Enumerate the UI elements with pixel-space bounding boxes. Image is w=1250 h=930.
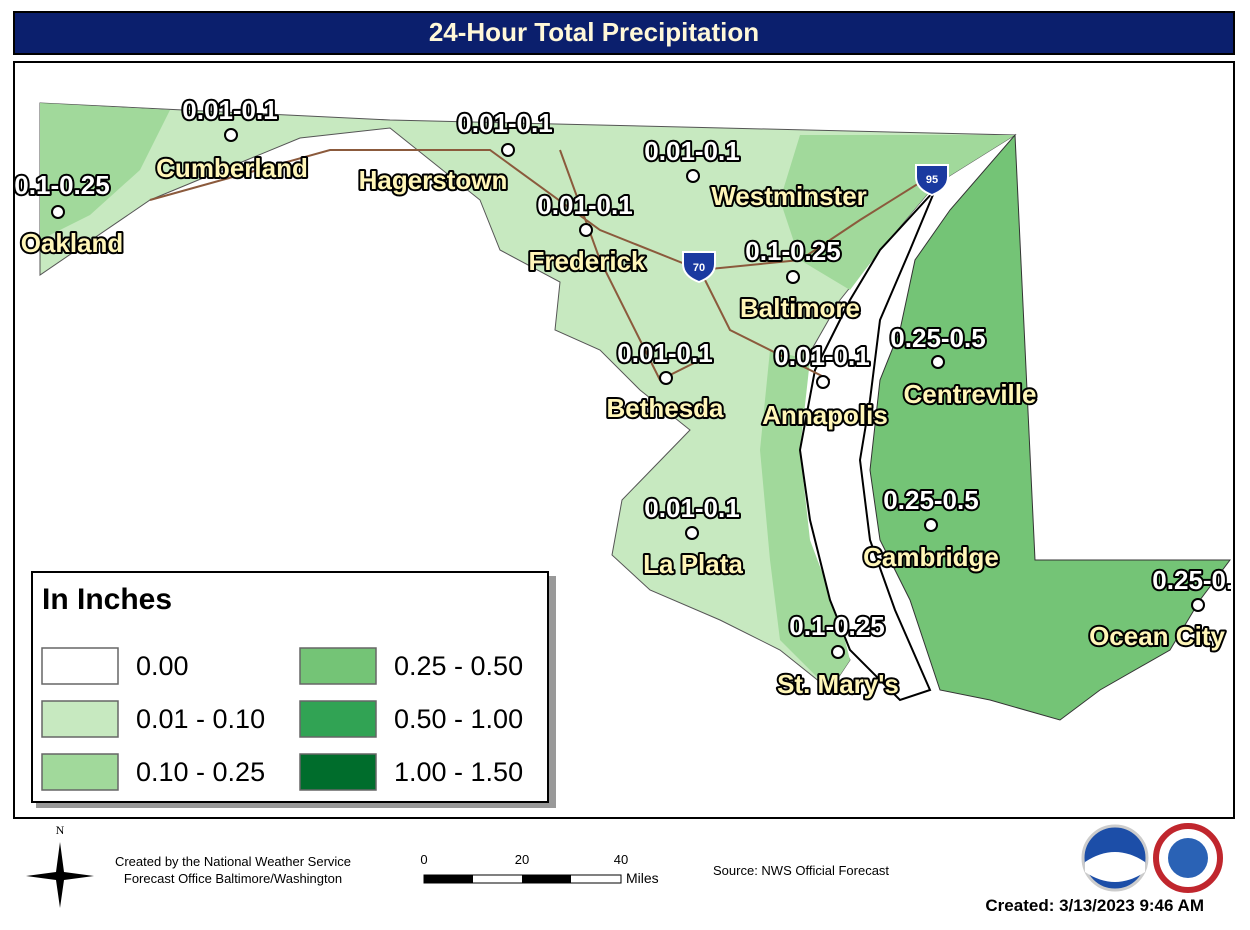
- scale-label: 40: [614, 852, 628, 867]
- title: 24-Hour Total Precipitation: [429, 17, 759, 47]
- source: Source: NWS Official Forecast: [713, 863, 889, 878]
- legend-swatch: [41, 647, 119, 685]
- scale-label: 0: [420, 852, 427, 867]
- precip-range: 0.01-0.1: [182, 95, 277, 125]
- roads: [149, 149, 941, 382]
- legend-title: In Inches: [42, 583, 172, 616]
- city-name: Cambridge: [863, 542, 999, 572]
- precip-range: 0.25-0.5: [1152, 565, 1247, 595]
- title-bar: [13, 11, 1235, 55]
- legend-swatch: [41, 700, 119, 738]
- city-name: La Plata: [643, 549, 743, 579]
- precip-range: 0.01-0.1: [457, 108, 552, 138]
- precip-range: 0.01-0.1: [774, 341, 869, 371]
- city-dot: [51, 205, 65, 219]
- scale-unit: Miles: [626, 870, 659, 886]
- eastern-shore: [869, 133, 1231, 721]
- city-dot: [224, 128, 238, 142]
- legend-label: 0.50 - 1.00: [394, 704, 523, 734]
- map: 95 70 0.01-0.1 Cumberland 0.1-0.25 Oakland 0…: [14, 93, 1247, 721]
- credit-line: Created by the National Weather Service: [115, 854, 351, 869]
- city-name: Baltimore: [740, 293, 860, 323]
- chesapeake-bay: [798, 189, 936, 702]
- precip-range: 0.1-0.25: [789, 611, 884, 641]
- city-name: Hagerstown: [359, 165, 508, 195]
- legend-label: 0.10 - 0.25: [136, 757, 265, 787]
- legend-label: 0.01 - 0.10: [136, 704, 265, 734]
- interstate-70: 70: [682, 251, 716, 284]
- city-name: Oakland: [21, 228, 124, 258]
- precip-range: 0.01-0.1: [617, 338, 712, 368]
- city-name: St. Mary's: [777, 669, 899, 699]
- scale-bar-segment: [424, 875, 473, 883]
- city-dot: [816, 375, 830, 389]
- north-label: N: [56, 823, 65, 837]
- city-name: Ocean City: [1089, 621, 1225, 651]
- precip-range: 0.1-0.25: [14, 170, 109, 200]
- southern-patch: [760, 350, 850, 690]
- interstate-label: 70: [693, 262, 705, 274]
- nws-logo-center: [1168, 838, 1208, 878]
- baltimore-patch: [780, 135, 1015, 290]
- city-name: Centreville: [904, 379, 1037, 409]
- noaa-logo-wave: [1085, 852, 1145, 882]
- city-name: Westminster: [711, 181, 867, 211]
- city-name: Frederick: [528, 246, 646, 276]
- city-dot: [685, 526, 699, 540]
- precip-range: 0.25-0.5: [890, 323, 985, 353]
- precip-range: 0.25-0.5: [883, 485, 978, 515]
- legend-label: 0.00: [136, 651, 189, 681]
- scale-label: 20: [515, 852, 529, 867]
- precip-range: 0.1-0.25: [745, 236, 840, 266]
- legend-swatch: [299, 700, 377, 738]
- legend-swatch: [41, 753, 119, 791]
- created-date: Created: 3/13/2023 9:46 AM: [985, 896, 1204, 915]
- city-dot: [831, 645, 845, 659]
- city-name: Annapolis: [762, 400, 888, 430]
- precip-range: 0.01-0.1: [644, 136, 739, 166]
- legend-swatch: [299, 753, 377, 791]
- legend-swatch: [299, 647, 377, 685]
- city-dot: [924, 518, 938, 532]
- city-dot: [1191, 598, 1205, 612]
- legend: In Inches 0.00 0.01 - 0.10 0.10 - 0.25 0.25…: [31, 571, 556, 808]
- city-dot: [786, 270, 800, 284]
- city-dot: [579, 223, 593, 237]
- city-dot: [931, 355, 945, 369]
- compass: [26, 842, 94, 908]
- credit-line: Forecast Office Baltimore/Washington: [124, 871, 342, 886]
- legend-label: 0.25 - 0.50: [394, 651, 523, 681]
- city-name: Bethesda: [606, 393, 724, 423]
- precip-range: 0.01-0.1: [537, 190, 632, 220]
- scale-bar-segment: [522, 875, 571, 883]
- interstate-label: 95: [926, 174, 938, 186]
- city-dot: [659, 371, 673, 385]
- city-dot: [686, 169, 700, 183]
- city-dot: [501, 143, 515, 157]
- legend-label: 1.00 - 1.50: [394, 757, 523, 787]
- interstate-95: 95: [915, 164, 949, 197]
- city-name: Cumberland: [156, 153, 308, 183]
- garrett-patch: [40, 103, 170, 240]
- footer: N Created by the National Weather Servic…: [26, 823, 1223, 915]
- precip-range: 0.01-0.1: [644, 493, 739, 523]
